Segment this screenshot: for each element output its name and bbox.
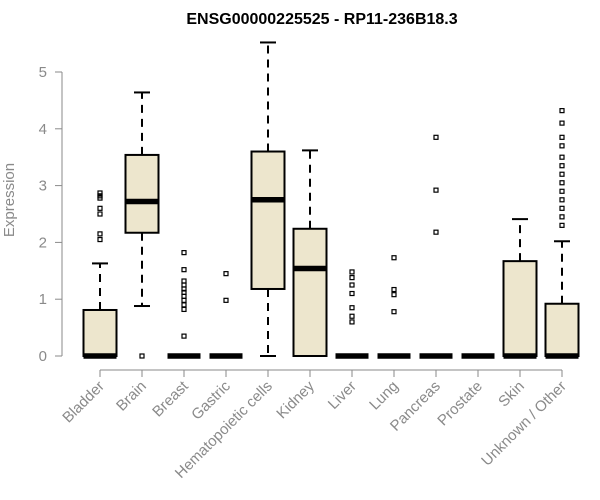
outlier-point — [559, 108, 565, 114]
outlier-point — [349, 282, 355, 288]
x-tick-label-brain: Brain — [113, 378, 150, 415]
x-tick-label-breast: Breast — [149, 377, 192, 420]
outlier-point — [181, 306, 187, 313]
box-group-kidney — [292, 149, 328, 358]
outlier-point — [559, 222, 565, 228]
outlier-point — [181, 333, 187, 339]
y-tick-label: 2 — [39, 234, 47, 251]
y-tick-label: 3 — [39, 178, 47, 195]
outlier-point — [97, 190, 103, 196]
outlier-point — [391, 255, 397, 261]
box-group-lung — [377, 255, 411, 359]
outlier-point — [433, 187, 439, 193]
y-tick-label: 4 — [39, 121, 47, 138]
y-tick-label: 0 — [39, 348, 47, 365]
outlier-point — [559, 171, 565, 177]
outlier-point — [97, 193, 103, 199]
outlier-point — [559, 214, 565, 220]
box-group-unknown-other — [544, 108, 580, 359]
outlier-point — [349, 275, 355, 281]
y-tick-label: 1 — [39, 291, 47, 308]
box-group-gastric — [209, 271, 243, 359]
chart-title: ENSG00000225525 - RP11-236B18.3 — [186, 11, 457, 28]
iqr-box — [250, 150, 286, 290]
outlier-point — [223, 271, 229, 277]
outlier-point — [559, 188, 565, 194]
outlier-point — [349, 313, 355, 319]
outlier-point — [391, 292, 397, 298]
outlier-point — [181, 302, 187, 308]
outlier-point — [97, 236, 103, 243]
outlier-point — [97, 205, 103, 211]
outlier-point — [181, 278, 187, 284]
outlier-point — [391, 309, 397, 315]
outlier-point — [559, 163, 565, 169]
outlier-point — [349, 269, 355, 275]
outlier-point — [559, 205, 565, 211]
outlier-point — [97, 211, 103, 217]
x-tick-label-skin: Skin — [495, 378, 528, 411]
box-group-bladder — [82, 190, 118, 359]
outlier-point — [559, 197, 565, 203]
plot-area — [82, 41, 580, 359]
outlier-point — [559, 143, 565, 149]
box-group-breast — [167, 250, 201, 359]
y-axis-label: Expression — [1, 163, 18, 237]
x-tick-label-lung: Lung — [366, 378, 402, 414]
box-group-pancreas — [419, 134, 453, 359]
outlier-point — [139, 353, 145, 359]
x-tick-label-bladder: Bladder — [59, 378, 108, 427]
box-group-skin — [502, 218, 538, 359]
box-group-hematopoietic-cells — [250, 41, 286, 357]
y-tick-label: 5 — [39, 64, 47, 81]
x-tick-label-kidney: Kidney — [273, 377, 318, 422]
box-group-brain — [124, 91, 160, 359]
outlier-point — [559, 180, 565, 186]
outlier-point — [391, 286, 397, 293]
iqr-box — [502, 260, 538, 358]
outlier-point — [349, 290, 355, 297]
y-axis: 0 1 2 3 4 5 — [39, 64, 63, 365]
iqr-box — [82, 308, 118, 358]
iqr-box — [544, 302, 580, 357]
outlier-point — [559, 154, 565, 160]
outlier-point — [559, 134, 565, 140]
box-group-liver — [335, 269, 369, 359]
outlier-point — [349, 319, 355, 325]
iqr-box — [124, 153, 160, 234]
iqr-box — [292, 227, 328, 358]
outlier-point — [349, 305, 355, 311]
outlier-point — [433, 134, 439, 140]
x-tick-label-prostate: Prostate — [434, 378, 486, 430]
outlier-point — [223, 297, 229, 303]
outlier-point — [181, 267, 187, 273]
outlier-point — [559, 120, 565, 126]
outlier-point — [181, 250, 187, 256]
outlier-point — [433, 229, 439, 235]
x-tick-label-liver: Liver — [325, 378, 360, 413]
outlier-point — [97, 231, 103, 237]
